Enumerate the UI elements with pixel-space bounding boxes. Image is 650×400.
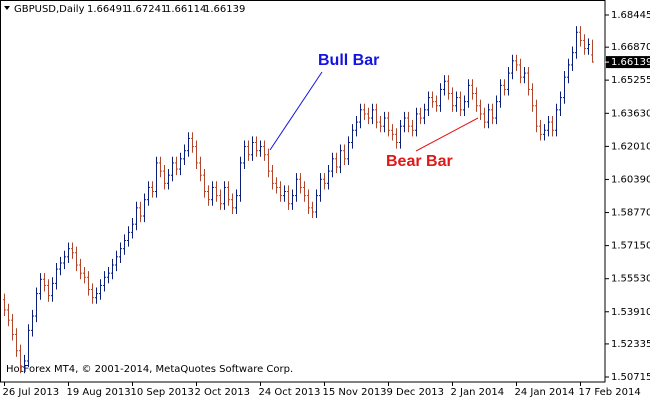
y-tick-label: 1.66870 xyxy=(611,42,650,53)
x-tick-label: 24 Jan 2014 xyxy=(515,387,575,398)
y-tick-label: 1.52335 xyxy=(611,339,650,350)
annotation: Bull Bar xyxy=(318,52,379,69)
header-high: 1.67241 xyxy=(126,4,167,15)
y-tick-label: 1.50715 xyxy=(611,372,650,383)
y-tick-label: 1.65255 xyxy=(611,75,650,86)
x-tick-label: 9 Dec 2013 xyxy=(387,387,445,398)
x-tick-label: 10 Sep 2013 xyxy=(131,387,194,398)
x-tick-label: 2 Oct 2013 xyxy=(195,387,250,398)
y-tick-label: 1.55530 xyxy=(611,274,650,285)
annotation: Bear Bar xyxy=(386,153,453,170)
header-close: 1.66139 xyxy=(204,4,245,15)
price-label-box xyxy=(606,56,650,69)
y-tick-label: 1.62010 xyxy=(611,141,650,152)
price-label: 1.66139 xyxy=(611,57,650,68)
menu-arrow xyxy=(4,6,10,10)
plot-frame xyxy=(0,0,606,383)
x-tick-label: 24 Oct 2013 xyxy=(259,387,321,398)
header-low: 1.66114 xyxy=(165,4,206,15)
symbol: GBPUSD,Daily xyxy=(14,4,85,15)
x-tick-label: 2 Jan 2014 xyxy=(451,387,505,398)
bull-pointer xyxy=(269,71,323,151)
y-tick-label: 1.60390 xyxy=(611,174,650,185)
header-open: 1.66491 xyxy=(87,4,128,15)
y-tick-label: 1.57150 xyxy=(611,241,650,252)
footer: HotForex MT4, © 2001-2014, MetaQuotes So… xyxy=(6,364,293,375)
y-tick-label: 1.53910 xyxy=(611,307,650,318)
x-tick-label: 17 Feb 2014 xyxy=(579,387,641,398)
x-tick-label: 19 Aug 2013 xyxy=(67,387,131,398)
y-tick-label: 1.63630 xyxy=(611,108,650,119)
bear-pointer xyxy=(415,117,479,152)
x-tick-label: 26 Jul 2013 xyxy=(3,387,60,398)
x-tick-label: 15 Nov 2013 xyxy=(323,387,387,398)
y-tick-label: 1.68445 xyxy=(611,10,650,21)
y-tick-label: 1.58770 xyxy=(611,208,650,219)
